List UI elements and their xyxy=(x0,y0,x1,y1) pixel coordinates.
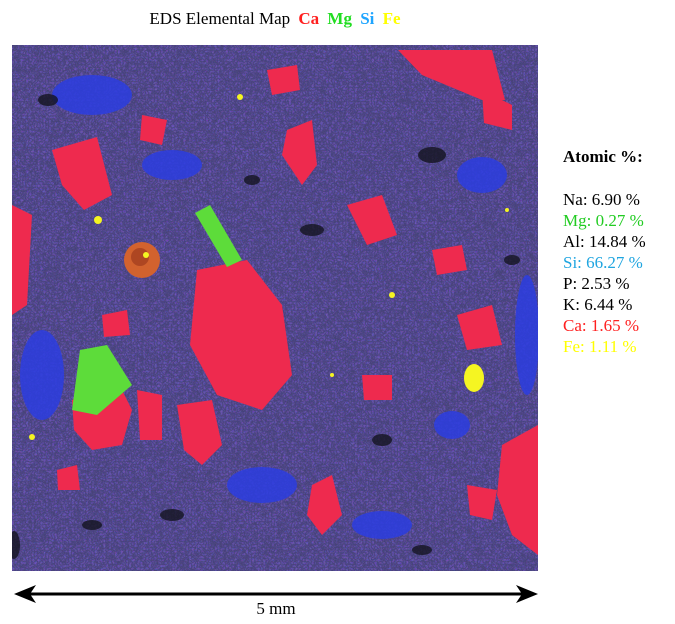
atomic-percent-heading: Atomic %: xyxy=(563,147,643,166)
composition-row-al: Al: 14.84 % xyxy=(563,232,646,251)
composition-row-p: P: 2.53 % xyxy=(563,274,630,293)
scale-bar-label: 5 mm xyxy=(256,599,296,618)
atomic-composition-panel: Atomic %: Na: 6.90 % Mg: 0.27 % Al: 14.8… xyxy=(563,147,675,357)
map-title-text: EDS Elemental Map xyxy=(149,9,291,28)
map-title: EDS Elemental Map Ca Mg Si Fe xyxy=(0,9,550,29)
scale-bar-arrow xyxy=(14,585,538,603)
composition-row-si: Si: 66.27 % xyxy=(563,253,643,272)
composition-row-k: K: 6.44 % xyxy=(563,295,633,314)
legend-si: Si xyxy=(360,9,375,28)
composition-row-fe: Fe: 1.11 % xyxy=(563,337,637,356)
legend-ca: Ca xyxy=(298,9,320,28)
composition-row-ca: Ca: 1.65 % xyxy=(563,316,640,335)
eds-map-image xyxy=(12,45,538,571)
legend-mg: Mg xyxy=(327,9,352,28)
composition-row-mg: Mg: 0.27 % xyxy=(563,211,644,230)
composition-row-na: Na: 6.90 % xyxy=(563,190,640,209)
legend-fe: Fe xyxy=(382,9,401,28)
